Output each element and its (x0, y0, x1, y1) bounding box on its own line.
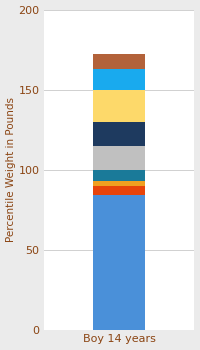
Bar (93, 69, 145, 90)
Bar (93, 146, 145, 169)
Bar (93, 90, 145, 121)
Y-axis label: Percentile Weight in Pounds: Percentile Weight in Pounds (6, 97, 16, 242)
Bar (93, 121, 145, 146)
Bar (93, 186, 145, 195)
Bar (93, 54, 145, 69)
Bar (93, 181, 145, 186)
Bar (93, 169, 145, 181)
Bar (93, 195, 145, 330)
